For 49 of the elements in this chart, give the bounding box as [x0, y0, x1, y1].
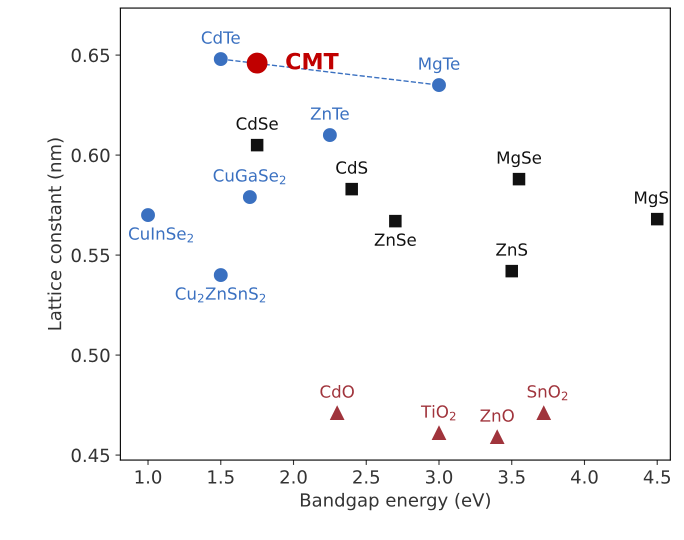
annotation: CuGaSe$_{2}$: [214, 169, 286, 184]
annotation: CMT: [286, 52, 339, 70]
annotation: MgSe: [498, 151, 542, 168]
x-tick-label: 3.0: [426, 470, 452, 484]
x-tick-label: 2.5: [353, 470, 380, 484]
annotation: ZnO: [480, 409, 514, 422]
point: [490, 430, 504, 444]
point: [389, 214, 402, 228]
annotation: CdTe: [202, 30, 240, 44]
annotation: CdO: [320, 384, 354, 398]
y-tick-label: 0.55: [72, 248, 110, 262]
point: [246, 52, 268, 74]
point: [214, 268, 228, 282]
annotation: SnO$_{2}$: [528, 385, 568, 400]
annotation: CdSe: [236, 116, 278, 130]
y-tick-label: 0.45: [72, 448, 110, 462]
y-tick-label: 0.65: [72, 48, 110, 62]
point: [650, 212, 664, 226]
point: [432, 78, 446, 92]
x-tick-label: 1.5: [208, 470, 234, 484]
y-tick-label: 0.50: [72, 348, 110, 362]
x-tick-label: 2.0: [280, 470, 307, 484]
point: [536, 406, 551, 420]
x-tick-label: 3.5: [498, 470, 525, 484]
annotation: MgS: [635, 191, 668, 208]
annotation: Cu$_{2}$ZnSnS$_{2}$: [176, 287, 266, 302]
point: [250, 138, 264, 152]
y-axis-title: Lattice constant (nm): [47, 138, 64, 330]
annotation: MgTe: [419, 57, 460, 74]
annotation: TiO$_{2}$: [420, 404, 456, 420]
y-tick-label: 0.60: [72, 148, 110, 162]
annotation: ZnTe: [310, 107, 349, 120]
point: [242, 190, 257, 204]
annotation: ZnSe: [374, 233, 416, 246]
point: [345, 182, 358, 196]
point: [432, 426, 446, 440]
annotation: CuInSe$_{2}$: [128, 227, 193, 242]
point: [322, 128, 337, 142]
x-tick-label: 4.5: [644, 470, 670, 484]
point: [512, 172, 526, 186]
x-axis-title: Bandgap energy (eV): [300, 492, 490, 510]
point: [214, 52, 228, 66]
point: [505, 264, 518, 278]
annotation: ZnS: [496, 243, 528, 256]
point: [141, 208, 155, 222]
x-tick-label: 1.0: [136, 470, 162, 484]
x-tick-label: 4.0: [571, 470, 598, 484]
annotation: CdS: [336, 160, 368, 174]
point: [330, 406, 344, 420]
